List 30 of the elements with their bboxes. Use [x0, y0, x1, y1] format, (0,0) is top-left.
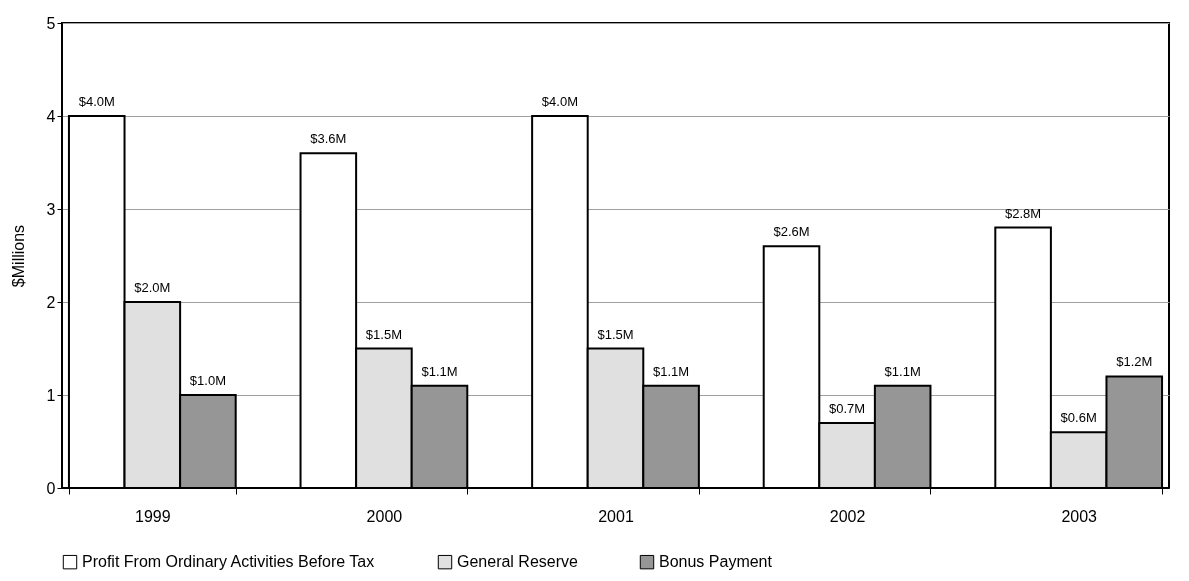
- legend-label: Profit From Ordinary Activities Before Tax: [82, 553, 375, 571]
- data-label: $1.1M: [653, 363, 690, 379]
- y-tick-label: 3: [46, 200, 56, 218]
- y-tick-label: 5: [46, 14, 56, 32]
- data-label: $4.0M: [541, 94, 578, 109]
- x-tick-label: 2003: [1061, 507, 1098, 525]
- data-label: $3.6M: [310, 131, 347, 147]
- y-tick-label: 2: [46, 293, 56, 311]
- y-axis-title: $Millions: [9, 224, 27, 288]
- y-tick-label: 0: [46, 479, 56, 497]
- data-label: $1.5M: [365, 326, 402, 342]
- data-label: $1.5M: [597, 326, 634, 342]
- y-tick-label: 1: [46, 386, 56, 404]
- legend-label: General Reserve: [457, 553, 579, 571]
- data-label: $1.2M: [1116, 354, 1153, 370]
- data-label: $2.0M: [134, 280, 171, 295]
- data-label: $1.1M: [421, 363, 458, 379]
- x-tick-label: 2000: [366, 507, 403, 525]
- y-tick-label: 4: [46, 107, 56, 125]
- data-label: $1.0M: [189, 373, 226, 388]
- data-label: $0.6M: [1060, 410, 1097, 426]
- data-label: $1.1M: [884, 363, 921, 379]
- data-label: $2.8M: [1005, 205, 1042, 221]
- data-label: $4.0M: [78, 94, 115, 109]
- data-label: $0.7M: [829, 400, 866, 416]
- data-label: $2.6M: [773, 224, 810, 240]
- x-tick-label: 1999: [135, 507, 171, 525]
- x-tick-label: 2002: [829, 507, 866, 525]
- legend-label: Bonus Payment: [659, 553, 773, 571]
- x-tick-label: 2001: [598, 507, 634, 525]
